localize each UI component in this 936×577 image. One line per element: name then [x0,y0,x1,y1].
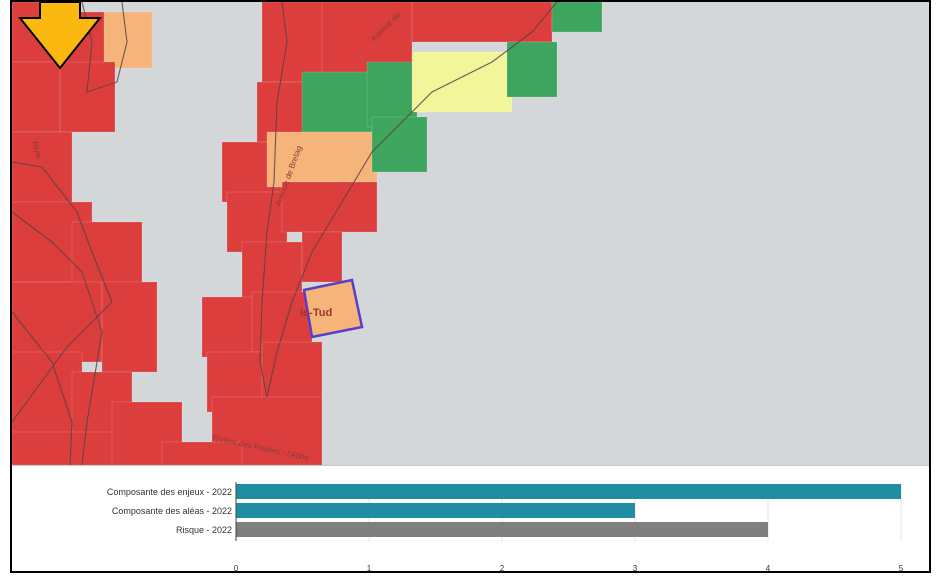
risk-grid-cell[interactable] [411,2,553,43]
risk-grid-cell[interactable] [103,11,153,69]
risk-grid-cell[interactable] [281,181,378,233]
x-tick-label: 3 [633,564,638,572]
risk-grid-cell[interactable] [551,2,603,33]
category-label: Risque - 2022 [176,525,232,535]
chart-svg: 0 1 2 3 4 5 Composante des enjeux - 2022 Compos… [107,482,904,572]
risk-grid-cell[interactable] [366,61,418,128]
risk-grid-cell[interactable] [12,281,103,363]
risk-grid-cell[interactable] [59,61,116,133]
risk-grid-cell[interactable] [411,51,513,113]
road-line [12,161,113,423]
risk-map[interactable]: Avenue de Avenue de Bretag Rivie Rivière… [12,2,929,465]
category-label: Composante des aléas - 2022 [112,506,232,516]
risk-grid-cell[interactable] [12,131,73,213]
x-tick-label: 1 [367,564,372,572]
x-tick-label: 5 [899,564,904,572]
road-line [12,311,73,465]
bar[interactable] [236,503,635,518]
bar[interactable] [236,522,768,537]
risk-grid-cell[interactable] [301,71,373,133]
risk-grid-cell[interactable] [101,281,158,373]
category-label: Composante des enjeux - 2022 [107,487,232,497]
risk-grid-cell[interactable] [506,41,558,98]
down-arrow-icon [17,2,103,70]
risk-grid-cell[interactable] [261,341,323,403]
selected-cell-outline[interactable] [302,278,364,339]
risk-grid-cell[interactable] [371,116,428,173]
road-line [259,2,558,398]
risk-bar-chart: 0 1 2 3 4 5 Composante des enjeux - 2022 Compos… [12,465,929,572]
map-canvas: Avenue de Avenue de Bretag Rivie Rivière… [12,2,603,465]
place-label: le-Tud [300,307,332,319]
risk-grid-cell[interactable] [301,231,343,283]
risk-grid-cell[interactable] [261,2,333,83]
map-frame: Avenue de Avenue de Bretag Rivie Rivière… [10,0,931,573]
bar[interactable] [236,484,901,499]
x-tick-label: 0 [234,564,239,572]
risk-grid-cell[interactable] [12,61,61,133]
risk-grid-cell[interactable] [266,131,378,188]
road-line [12,211,103,465]
x-tick-label: 4 [766,564,771,572]
x-tick-label: 2 [500,564,505,572]
road-line [81,2,128,93]
risk-grid-cell[interactable] [161,441,243,465]
